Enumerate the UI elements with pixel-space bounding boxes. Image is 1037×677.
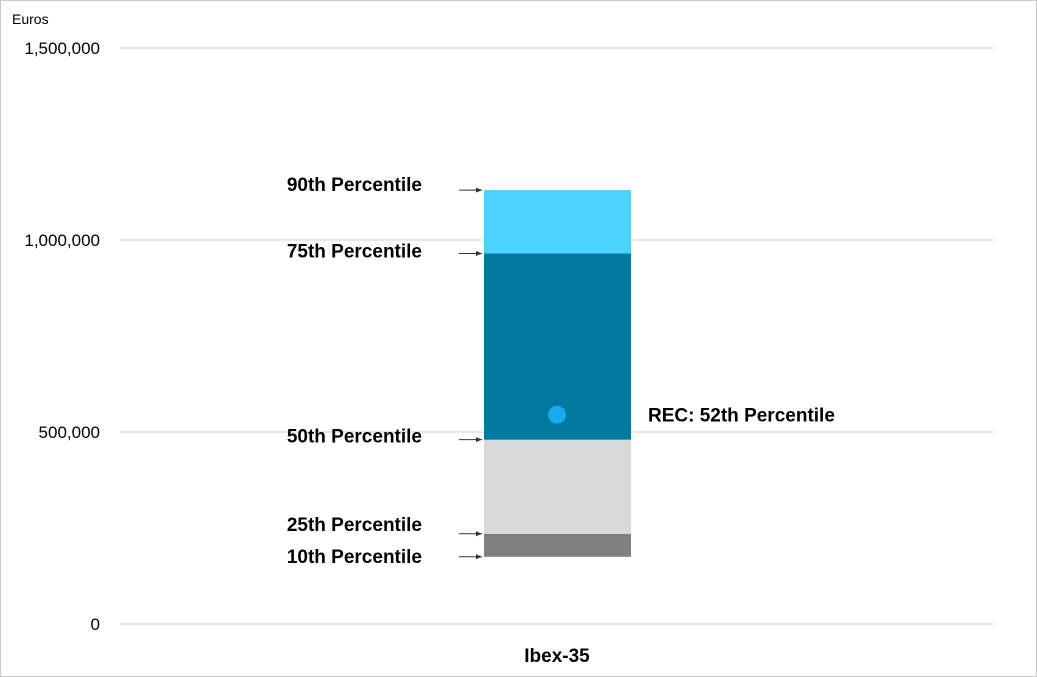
percentile-arrow bbox=[459, 250, 482, 256]
rec-marker-group: REC: 52th Percentile bbox=[548, 405, 835, 427]
percentile-band bbox=[484, 439, 631, 534]
percentile-labels: 10th Percentile 25th Percentile 50th Perce… bbox=[287, 175, 422, 568]
rec-marker bbox=[548, 405, 566, 424]
percentile-bands bbox=[484, 190, 631, 557]
y-tick-label: 500,000 bbox=[39, 423, 100, 442]
y-tick-label: 0 bbox=[91, 615, 100, 634]
percentile-arrow bbox=[459, 437, 482, 443]
y-tick-label: 1,000,000 bbox=[24, 231, 100, 250]
percentile-arrow bbox=[459, 554, 482, 560]
percentile-arrow bbox=[459, 531, 482, 537]
percentile-label: 50th Percentile bbox=[287, 427, 422, 448]
percentile-arrows bbox=[459, 187, 482, 560]
percentile-label: 10th Percentile bbox=[287, 547, 422, 568]
y-tick-label: 1,500,000 bbox=[24, 39, 100, 58]
percentile-label: 75th Percentile bbox=[287, 241, 422, 262]
y-axis-label: Euros bbox=[12, 11, 49, 27]
rec-marker-label: REC: 52th Percentile bbox=[648, 406, 835, 427]
percentile-label: 90th Percentile bbox=[287, 175, 422, 196]
category-label: Ibex-35 bbox=[524, 646, 590, 667]
percentile-label: 25th Percentile bbox=[287, 515, 422, 536]
percentile-band bbox=[484, 190, 631, 254]
percentile-band bbox=[484, 533, 631, 557]
y-tick-labels: 0 500,000 1,000,000 1,500,000 bbox=[24, 39, 100, 634]
percentile-arrow bbox=[459, 187, 482, 193]
